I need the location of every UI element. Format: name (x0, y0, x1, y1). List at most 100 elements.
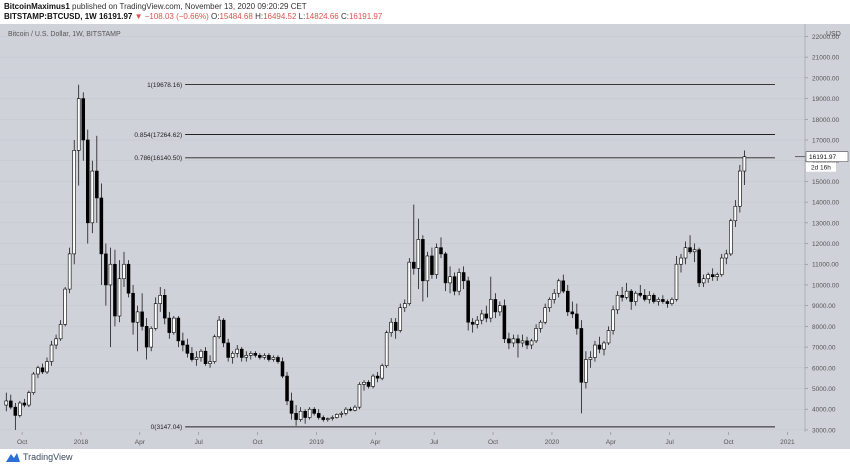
candle[interactable] (710, 268, 715, 281)
candle[interactable] (267, 353, 271, 362)
candle[interactable] (90, 160, 95, 234)
candle[interactable] (633, 291, 638, 306)
candle[interactable] (181, 332, 185, 352)
candle[interactable] (212, 334, 217, 364)
candle[interactable] (430, 247, 434, 279)
candle[interactable] (285, 371, 289, 406)
candle[interactable] (656, 297, 661, 306)
candle[interactable] (556, 278, 561, 298)
candle[interactable] (54, 334, 58, 350)
candle[interactable] (221, 318, 226, 348)
candle[interactable] (602, 340, 606, 356)
candle[interactable] (307, 407, 312, 420)
candle[interactable] (276, 355, 280, 364)
candle[interactable] (194, 351, 199, 366)
candle[interactable] (185, 338, 190, 358)
candle[interactable] (36, 365, 40, 379)
candle[interactable] (697, 247, 701, 288)
candle[interactable] (81, 92, 86, 161)
candle[interactable] (303, 409, 307, 424)
candle[interactable] (153, 297, 158, 331)
candle[interactable] (615, 291, 620, 314)
candle[interactable] (620, 287, 624, 302)
candle[interactable] (262, 353, 267, 360)
candle[interactable] (294, 405, 298, 426)
candle[interactable] (76, 84, 81, 186)
candle[interactable] (384, 330, 389, 368)
candle[interactable] (525, 336, 529, 350)
candle[interactable] (312, 407, 316, 416)
candle[interactable] (511, 334, 516, 348)
candle[interactable] (104, 243, 108, 306)
candle[interactable] (63, 287, 67, 327)
candle[interactable] (72, 139, 76, 265)
candle[interactable] (162, 289, 167, 325)
candle[interactable] (140, 293, 144, 331)
candle[interactable] (683, 241, 688, 265)
candle[interactable] (538, 320, 543, 333)
candle[interactable] (40, 363, 45, 375)
candle[interactable] (95, 135, 99, 223)
candle[interactable] (470, 318, 475, 333)
candle[interactable] (253, 351, 258, 358)
candle[interactable] (126, 260, 131, 298)
candle[interactable] (642, 289, 647, 302)
candle[interactable] (280, 357, 285, 379)
candle[interactable] (135, 305, 140, 352)
candle[interactable] (529, 338, 534, 350)
candle[interactable] (606, 326, 611, 346)
candle[interactable] (461, 266, 466, 290)
candle[interactable] (733, 200, 738, 227)
candle[interactable] (99, 183, 104, 285)
candle[interactable] (167, 311, 172, 339)
candle[interactable] (652, 293, 656, 304)
author-name[interactable]: BitcoinMaximus1 (4, 2, 70, 11)
candle[interactable] (516, 334, 520, 358)
candle[interactable] (575, 303, 579, 335)
candle[interactable] (357, 382, 362, 410)
candle[interactable] (158, 287, 163, 312)
candle[interactable] (425, 251, 430, 298)
candle[interactable] (448, 266, 452, 294)
candle[interactable] (217, 316, 221, 339)
candle[interactable] (715, 272, 719, 281)
candle[interactable] (389, 318, 393, 337)
candle[interactable] (117, 260, 122, 323)
candle[interactable] (552, 289, 556, 304)
candle[interactable] (18, 400, 22, 418)
candle[interactable] (439, 237, 443, 259)
candle[interactable] (479, 309, 484, 325)
candle[interactable] (27, 390, 31, 408)
candle[interactable] (398, 303, 403, 333)
candle[interactable] (190, 347, 194, 362)
candle[interactable] (316, 409, 321, 420)
candle[interactable] (534, 324, 538, 343)
candle[interactable] (443, 251, 448, 292)
candle[interactable] (466, 276, 470, 331)
candle[interactable] (402, 299, 407, 312)
candle[interactable] (9, 394, 13, 410)
candle[interactable] (688, 235, 692, 254)
candle[interactable] (208, 355, 212, 368)
candle[interactable] (665, 299, 670, 308)
candle[interactable] (4, 392, 9, 412)
candle[interactable] (701, 274, 706, 288)
candle[interactable] (724, 249, 729, 265)
candle[interactable] (244, 351, 249, 362)
candle[interactable] (629, 289, 633, 310)
candle[interactable] (344, 407, 348, 416)
candle[interactable] (339, 411, 344, 418)
candle[interactable] (452, 272, 457, 296)
candle[interactable] (692, 243, 697, 263)
candle[interactable] (86, 129, 90, 244)
candle[interactable] (226, 338, 230, 362)
candle[interactable] (416, 218, 421, 290)
candle[interactable] (543, 303, 547, 325)
candle[interactable] (412, 204, 416, 275)
candle[interactable] (520, 334, 525, 348)
candle[interactable] (597, 336, 602, 354)
candle[interactable] (674, 255, 679, 302)
candle[interactable] (199, 349, 203, 362)
candle[interactable] (235, 345, 239, 358)
plot-area[interactable] (0, 24, 805, 432)
